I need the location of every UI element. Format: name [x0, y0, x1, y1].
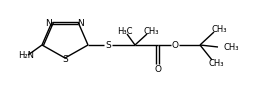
- Text: H₂N: H₂N: [18, 51, 34, 59]
- Text: CH₃: CH₃: [223, 43, 239, 51]
- Text: N: N: [77, 19, 84, 27]
- Text: CH₃: CH₃: [143, 27, 158, 37]
- Text: S: S: [62, 56, 68, 64]
- Text: N: N: [45, 19, 52, 27]
- Text: CH₃: CH₃: [208, 58, 223, 67]
- Text: O: O: [171, 40, 178, 50]
- Text: H₃C: H₃C: [117, 27, 132, 37]
- Text: S: S: [105, 40, 110, 50]
- Text: CH₃: CH₃: [210, 25, 226, 35]
- Text: O: O: [154, 64, 161, 74]
